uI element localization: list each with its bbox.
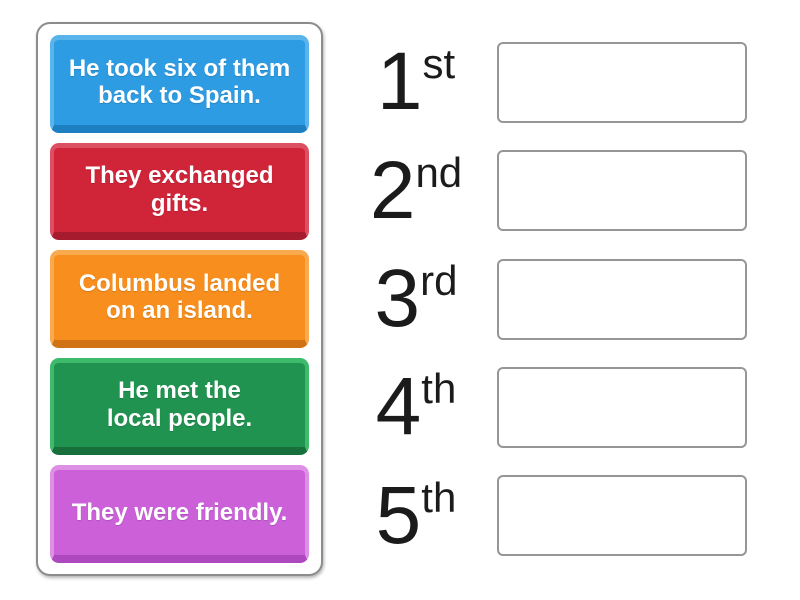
ordinal-number: 4: [375, 361, 422, 453]
slot-row-2: 2nd: [360, 141, 760, 239]
order-card-2[interactable]: They exchanged gifts.: [50, 142, 309, 241]
ordinal-label-2nd: 2nd: [360, 148, 472, 232]
ordinal-suffix: th: [421, 365, 457, 413]
ordinal-label-1st: 1st: [360, 41, 472, 123]
drop-zone-5[interactable]: [497, 475, 747, 557]
drop-zone-3[interactable]: [497, 258, 747, 340]
order-card-5[interactable]: They were friendly.: [50, 465, 309, 563]
slot-row-5: 5th: [360, 467, 760, 565]
ordinal-label-3rd: 3rd: [360, 258, 472, 340]
ordinal-suffix: th: [421, 473, 457, 521]
order-card-text: He took six of them back to Spain.: [68, 54, 291, 110]
slot-row-3: 3rd: [360, 250, 760, 348]
ordinal-label-4th: 4th: [360, 366, 472, 448]
slot-row-4: 4th: [360, 358, 760, 456]
ordinal-number: 3: [374, 253, 421, 345]
slot-row-1: 1st: [360, 33, 760, 131]
drop-zone-2[interactable]: [497, 150, 747, 232]
order-card-text: They were friendly.: [71, 498, 288, 526]
ordinal-number: 2: [369, 144, 416, 236]
order-card-1[interactable]: He took six of them back to Spain.: [50, 35, 309, 133]
ordinal-number: 1: [376, 36, 423, 128]
ordinal-suffix: nd: [415, 148, 463, 196]
order-card-text: He met the local people.: [106, 377, 253, 433]
ordinal-number: 5: [375, 469, 422, 561]
ordinal-suffix: rd: [420, 257, 458, 305]
ordinal-suffix: st: [422, 40, 456, 88]
order-card-4[interactable]: He met the local people.: [50, 357, 309, 456]
drop-zone-1[interactable]: [497, 41, 747, 123]
order-card-text: They exchanged gifts.: [85, 162, 274, 217]
order-card-text: Columbus landed on an island.: [78, 269, 281, 325]
order-card-3[interactable]: Columbus landed on an island.: [50, 250, 309, 348]
ordinal-label-5th: 5th: [360, 473, 472, 557]
slots-column: 1st 2nd 3rd 4th 5th: [360, 22, 760, 576]
drop-zone-4[interactable]: [497, 366, 747, 448]
choice-panel: He took six of them back to Spain. They …: [36, 22, 323, 576]
